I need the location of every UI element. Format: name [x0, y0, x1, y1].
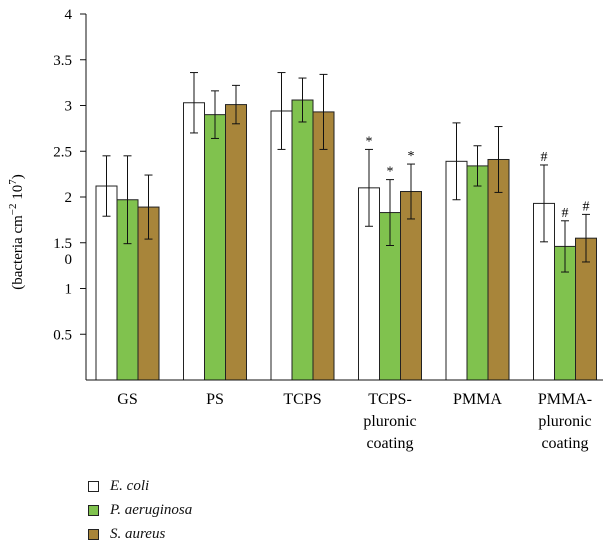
x-tick-label: PMMA- [538, 391, 592, 408]
bar [312, 111, 335, 381]
significance-marker: * [408, 149, 415, 164]
legend-swatch-e-coli [88, 480, 99, 492]
bar [400, 191, 422, 381]
legend-swatch-p-aeruginosa [88, 504, 99, 516]
stray-tick-label: 0 [65, 252, 73, 268]
y-tick-label: 1 [65, 282, 73, 298]
x-tick-label: TCPS- [368, 391, 412, 408]
bar [225, 104, 247, 381]
y-tick-label: 0.5 [53, 327, 72, 343]
legend-label: S. aureus [110, 525, 166, 542]
y-tick-label: 2 [65, 190, 73, 206]
significance-marker: # [562, 206, 569, 221]
y-tick-label: 2.5 [53, 144, 72, 160]
legend-label: E. coli [110, 477, 150, 494]
bar [291, 99, 314, 381]
x-tick-label: coating [541, 435, 588, 452]
x-tick-label: pluronic [538, 413, 591, 430]
x-tick-label: TCPS [283, 391, 321, 408]
y-axis-label-main: (bacteria cm [10, 215, 26, 290]
bar [466, 165, 489, 381]
y-axis-label-exp1: −2 [7, 204, 19, 216]
y-axis-label-mid: 10 [10, 185, 26, 204]
y-tick-label: 3 [65, 99, 73, 115]
bar [204, 114, 226, 381]
bar-chart: * * * # # # 0.5 1 1.5 2 2.5 3 3.5 4 GS PS TCPS TCPS-plur… [7, 7, 603, 452]
y-axis-label-exp2: 7 [7, 179, 19, 185]
y-tick-label: 1.5 [53, 236, 72, 252]
legend-label: P. aeruginosa [110, 501, 193, 518]
significance-marker: * [387, 165, 394, 180]
significance-marker: * [366, 134, 373, 149]
y-axis-label: (bacteria cm−2 107) [7, 174, 26, 290]
legend-item-e-coli: E. coli [88, 474, 192, 498]
axes: 0.5 1 1.5 2 2.5 3 3.5 4 GS PS TCPS TCPS-pluronic coa… [53, 7, 603, 452]
x-tick-label: coating [366, 435, 413, 452]
legend-item-p-aeruginosa: P. aeruginosa [88, 498, 192, 522]
y-axis-label-end: ) [10, 174, 26, 179]
x-tick-label: PS [206, 391, 224, 408]
legend-swatch-s-aureus [88, 528, 99, 540]
x-tick-label: GS [117, 391, 137, 408]
x-tick-label: pluronic [363, 413, 416, 430]
legend: E. coli P. aeruginosa S. aureus [88, 474, 192, 546]
bar [270, 110, 293, 381]
y-tick-label: 4 [65, 7, 73, 23]
x-tick-label: PMMA [453, 391, 502, 408]
significance-marker: # [583, 199, 590, 214]
bar [183, 102, 205, 381]
bars: * * * # # # [95, 72, 597, 381]
significance-marker: # [541, 150, 548, 165]
y-tick-label: 3.5 [53, 53, 72, 69]
legend-item-s-aureus: S. aureus [88, 522, 192, 546]
